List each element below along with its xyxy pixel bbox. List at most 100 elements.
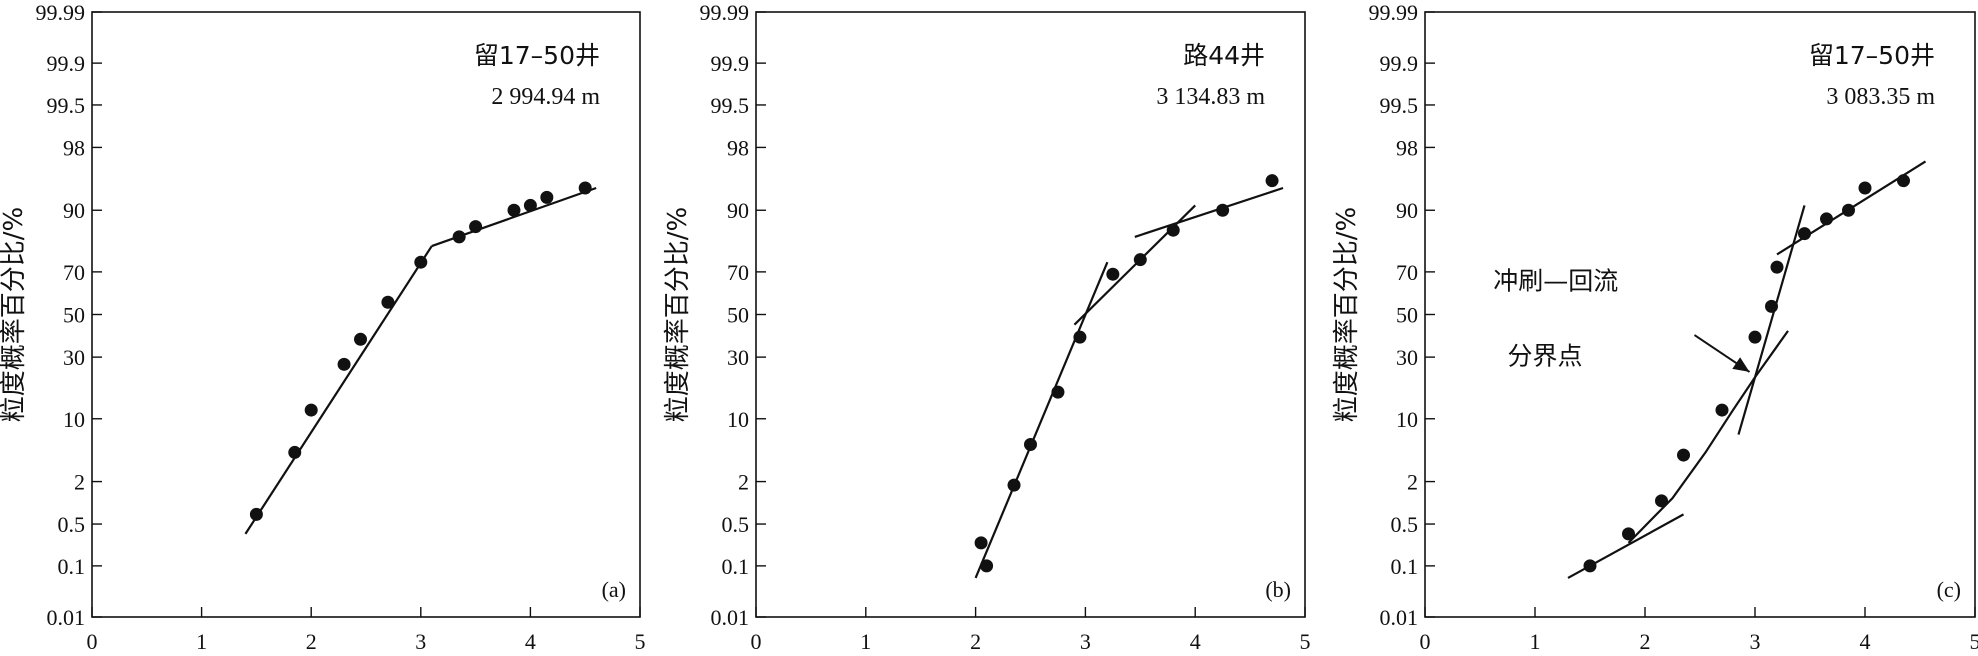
data-point (1583, 559, 1597, 573)
y-tick-label: 90 (727, 198, 749, 223)
y-tick-label: 10 (63, 407, 85, 432)
data-point (1133, 253, 1147, 267)
data-point (354, 332, 368, 346)
data-point (414, 255, 428, 269)
data-point (1024, 438, 1037, 452)
fit-line (974, 261, 1109, 579)
data-point (1216, 203, 1230, 217)
depth-label: 3 134.83 m (1156, 84, 1265, 110)
y-tick-label: 90 (63, 198, 85, 223)
x-tick-label: 3 (1080, 629, 1091, 654)
fit-line (1737, 205, 1806, 435)
y-tick-label: 0.1 (58, 554, 86, 579)
data-point (1798, 227, 1811, 241)
data-point (288, 445, 302, 459)
data-point (1166, 223, 1180, 237)
y-tick-label: 70 (1396, 260, 1418, 285)
y-tick-label: 99.99 (700, 0, 750, 25)
y-tick-label: 0.01 (711, 605, 750, 630)
chart-panel-3: 0 1 2 3 4 5 0.01 0.1 0.5 2 10 30 50 70 90 98 99.5 99.9 99.… (1332, 0, 1978, 654)
y-tick-label: 30 (1396, 345, 1418, 370)
data-point (523, 198, 537, 212)
y-tick-label: 98 (63, 135, 85, 160)
x-tick-label: 5 (1300, 629, 1311, 654)
x-tick-label: 0 (1420, 629, 1431, 654)
y-tick-label: 2 (1407, 470, 1418, 495)
well-name: 路44井 (1183, 41, 1265, 70)
y-tick-label: 10 (1396, 407, 1418, 432)
y-tick-label: 0.01 (1380, 605, 1419, 630)
y-tick-label: 99.9 (47, 51, 86, 76)
y-tick-label: 99.9 (1380, 51, 1419, 76)
y-tick-label: 99.99 (36, 0, 86, 25)
data-point (1765, 299, 1778, 313)
x-tick-label: 5 (635, 629, 646, 654)
x-tick-label: 1 (1530, 629, 1541, 654)
y-tick-label: 99.5 (711, 93, 750, 118)
annotation-line-1: 冲刷—回流 (1493, 267, 1618, 296)
data-point (1051, 385, 1065, 399)
data-point (1770, 260, 1784, 274)
depth-label: 2 994.94 m (491, 84, 600, 110)
y-tick-label: 70 (727, 260, 749, 285)
arrow-head-icon (1732, 357, 1750, 372)
x-tick-label: 0 (751, 629, 762, 654)
y-tick-label: 30 (727, 345, 749, 370)
y-tick-label: 0.5 (1391, 512, 1419, 537)
x-tick-label: 3 (415, 629, 426, 654)
y-tick-label: 2 (74, 470, 85, 495)
data-point (1622, 527, 1635, 541)
data-point (974, 536, 988, 550)
well-name: 留17–50井 (1809, 41, 1935, 70)
y-tick-label: 30 (63, 345, 85, 370)
data-point (249, 507, 263, 521)
fit-line (1134, 186, 1284, 238)
x-tick-label: 4 (1190, 629, 1201, 654)
data-point (540, 190, 554, 204)
x-tick-label: 1 (860, 629, 871, 654)
y-tick-label: 99.5 (47, 93, 86, 118)
data-point (1842, 203, 1855, 217)
data-point (1715, 403, 1729, 417)
data-point (1820, 212, 1833, 226)
data-point (1858, 181, 1872, 195)
y-tick-label: 0.1 (1391, 554, 1419, 579)
x-tick-label: 3 (1750, 629, 1761, 654)
fit-line (244, 245, 433, 535)
data-point (980, 559, 994, 573)
y-axis-label: 粒度概率百分比/% (0, 207, 29, 422)
data-point (304, 403, 318, 417)
data-point (1748, 330, 1762, 344)
panel-label: (a) (602, 577, 626, 602)
y-tick-label: 70 (63, 260, 85, 285)
y-tick-label: 10 (727, 407, 749, 432)
chart-panel-2: 0 1 2 3 4 5 0.01 0.1 0.5 2 10 30 50 70 90 98 99.5 99.9 99.… (663, 0, 1311, 654)
x-tick-label: 1 (196, 629, 207, 654)
x-tick-label: 4 (1860, 629, 1871, 654)
panel-label: (b) (1265, 577, 1291, 602)
x-tick-label: 4 (525, 629, 536, 654)
x-tick-label: 2 (1640, 629, 1651, 654)
y-tick-label: 99.5 (1380, 93, 1419, 118)
y-axis-label: 粒度概率百分比/% (663, 207, 693, 422)
x-tick-label: 0 (87, 629, 98, 654)
y-tick-label: 0.1 (722, 554, 750, 579)
y-tick-label: 0.5 (58, 512, 86, 537)
data-point (337, 357, 351, 371)
annotation-line-2: 分界点 (1508, 341, 1583, 370)
y-tick-label: 50 (63, 303, 85, 328)
y-tick-label: 0.01 (47, 605, 86, 630)
depth-label: 3 083.35 m (1826, 84, 1935, 110)
data-point (1655, 494, 1668, 508)
y-axis-label: 粒度概率百分比/% (1332, 207, 1362, 422)
y-tick-label: 98 (727, 135, 749, 160)
x-tick-label: 2 (306, 629, 317, 654)
chart-panel-1: 0 1 2 3 4 5 0.01 0.1 0.5 2 10 30 50 70 90 98 99.5 99.9 99.… (0, 0, 646, 654)
y-tick-label: 2 (738, 470, 749, 495)
y-tick-label: 99.99 (1369, 0, 1419, 25)
well-name: 留17–50井 (474, 41, 600, 70)
data-point (507, 203, 521, 217)
data-point (1897, 174, 1910, 188)
data-point (1106, 267, 1120, 281)
